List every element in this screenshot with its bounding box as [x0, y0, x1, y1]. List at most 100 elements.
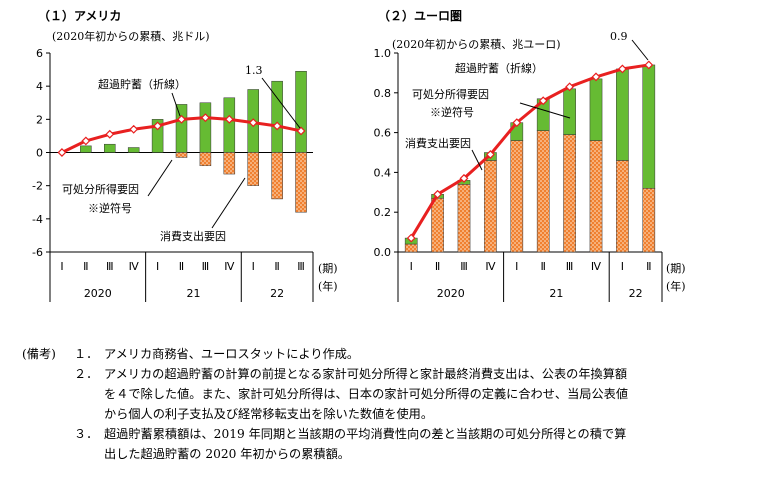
chart2-bar [642, 64, 656, 189]
chart1-x-tick-label: Ⅳ [224, 260, 235, 273]
chart2-line-point [512, 118, 522, 128]
chart1-bar [199, 102, 212, 153]
chart1-bar [271, 80, 283, 153]
chart1-x-tick-label: Ⅱ [179, 260, 184, 273]
chart2-bar [404, 243, 418, 253]
note-number: ２． [74, 367, 99, 381]
chart1-bar [223, 152, 236, 175]
chart1-income-label: 可処分所得要因 [62, 183, 139, 196]
chart1-line-point [129, 124, 139, 134]
chart1-year-label: (年) [318, 279, 338, 293]
chart2-x-tick-label: Ⅳ [591, 260, 602, 273]
chart2-line-point [591, 72, 601, 82]
chart2-x-tick-label: Ⅱ [435, 260, 440, 273]
chart2-bar [510, 140, 524, 253]
chart1-bar [199, 152, 212, 167]
chart1-subtitle: (2020年初からの累積、兆ドル) [52, 29, 210, 43]
chart1-line-point [81, 136, 91, 146]
note-1: (備考) １． アメリカ商務省、ユーロスタットにより作成。 [22, 344, 772, 364]
chart1-line-point [153, 121, 163, 131]
chart2-line-label: 超過貯蓄（折線） [455, 61, 543, 75]
chart2-y-tick-label: 0.2 [374, 206, 392, 219]
chart1-bar [104, 143, 116, 153]
chart1-x-tick-label: Ⅲ [106, 260, 114, 273]
chart1-x-tick-label: Ⅱ [274, 260, 279, 273]
chart1-bar [80, 145, 92, 153]
chart1-year-label: 2020 [84, 287, 112, 300]
chart2-y-tick-label: 0.6 [374, 127, 392, 140]
chart1-y-tick-label: -6 [32, 246, 43, 259]
chart2-y-tick-label: 0.4 [374, 166, 392, 179]
note-line: アメリカの超過貯蓄の計算の前提となる家計可処分所得と家計最終消費支出は、公表の年… [104, 367, 628, 381]
chart2-bar [563, 88, 576, 135]
note-line: を４で除した値。また、家計可処分所得は、日本の家計可処分所得の定義に合わせ、当局… [104, 387, 629, 401]
chart1-bar [247, 152, 259, 186]
chart1-line-point [177, 114, 186, 124]
chart1-bar [127, 147, 140, 153]
chart2-bar [616, 160, 629, 253]
chart2-y-tick-label: 0.0 [374, 246, 392, 259]
chart2-line-point [538, 96, 548, 106]
chart1-year-label: 21 [186, 287, 200, 300]
note-line: 出した超過貯蓄の 2020 年初からの累積額。 [104, 447, 350, 461]
chart1-bar [223, 97, 236, 153]
chart1-y-tick-label: 2 [36, 113, 43, 126]
note-3: ３． 超過貯蓄累積額は、2019 年同期と当該期の平均消費性向の差と当該期の可処… [22, 424, 772, 464]
chart1-x-tick-label: Ⅰ [156, 260, 159, 273]
chart2-bar [589, 140, 603, 253]
chart2-line-point [459, 173, 469, 183]
chart2-year-label: (年) [666, 279, 686, 293]
chart1-consumption-label: 消費支出要因 [160, 229, 226, 243]
chart1-x-tick-label: Ⅲ [297, 260, 305, 273]
chart1-line-point [57, 148, 67, 157]
chart2-x-tick-label: Ⅰ [410, 260, 413, 273]
chart2-bar [457, 184, 471, 253]
chart1-line-label: 超過貯蓄（折線） [98, 77, 186, 91]
chart1-bar [175, 104, 188, 153]
chart1-title: （１）アメリカ [38, 8, 121, 23]
chart2-title: （２）ユーロ圏 [378, 8, 462, 23]
chart2-y-tick-label: 1.0 [374, 47, 392, 60]
chart2-line-point [617, 64, 627, 74]
chart2-consumption-label: 消費支出要因 [405, 136, 471, 150]
note-line: 超過貯蓄累積額は、2019 年同期と当該期の平均消費性向の差と当該期の可処分所得… [104, 427, 627, 441]
note-text: 超過貯蓄累積額は、2019 年同期と当該期の平均消費性向の差と当該期の可処分所得… [104, 424, 772, 464]
chart2-year-label: 22 [629, 287, 643, 300]
chart2-bar [616, 68, 629, 161]
chart1-x-tick-label: Ⅱ [83, 260, 88, 273]
chart1-line-point [224, 114, 234, 124]
chart2-x-tick-label: Ⅲ [460, 260, 468, 273]
chart2-bar [642, 188, 656, 253]
chart2-line-point [644, 60, 654, 70]
chart2-bar [589, 78, 603, 141]
chart1-plot: 6 4 2 0 -2 -4 -6 Ⅰ Ⅱ Ⅲ Ⅳ Ⅰ Ⅱ Ⅲ Ⅳ Ⅰ Ⅱ Ⅲ 2020 21 22 [32, 47, 314, 302]
note-2: ２． アメリカの超過貯蓄の計算の前提となる家計可処分所得と家計最終消費支出は、公… [22, 364, 772, 424]
chart1-last-value: 1.3 [245, 64, 263, 77]
chart2-x-tick-label: Ⅳ [485, 260, 496, 273]
chart1-y-tick-label: -2 [32, 180, 43, 193]
chart1-consumption-leader [211, 177, 246, 229]
chart1-y-tick-label: 6 [36, 47, 43, 60]
note-text: アメリカ商務省、ユーロスタットにより作成。 [104, 344, 772, 364]
charts-canvas: （１）アメリカ (2020年初からの累積、兆ドル) 超過貯蓄（折線） 1.3 可… [32, 8, 686, 302]
chart2-plot: 1.0 0.8 0.6 0.4 0.2 0.0 Ⅰ Ⅱ Ⅲ Ⅳ Ⅰ Ⅱ Ⅲ Ⅳ Ⅰ Ⅱ 2020 21 22 [374, 39, 663, 302]
chart2-bar [484, 160, 497, 253]
chart1-x-tick-label: Ⅰ [252, 260, 255, 273]
chart1-bar [151, 119, 164, 153]
chart2-period-label: (期) [666, 262, 686, 275]
chart2-bar [536, 130, 550, 253]
note-line: から個人の利子支払及び経常移転支出を除いた数値を使用。 [104, 407, 434, 421]
chart2-value-leader [631, 39, 649, 61]
note-line: アメリカ商務省、ユーロスタットにより作成。 [104, 347, 360, 361]
chart1-line-point [296, 126, 306, 136]
chart1-line-point [248, 118, 258, 128]
chart2-year-label: 2020 [437, 287, 465, 300]
chart1-x-tick-label: Ⅰ [60, 260, 63, 273]
chart2-year-label: 21 [549, 287, 563, 300]
chart2-x-tick-label: Ⅰ [515, 260, 518, 273]
chart1-year-label: 22 [270, 287, 284, 300]
chart1-y-tick-label: 4 [36, 80, 43, 93]
chart1-line-point [105, 129, 115, 139]
chart2-x-tick-label: Ⅲ [566, 260, 574, 273]
chart2-consumption-leader [471, 149, 483, 171]
